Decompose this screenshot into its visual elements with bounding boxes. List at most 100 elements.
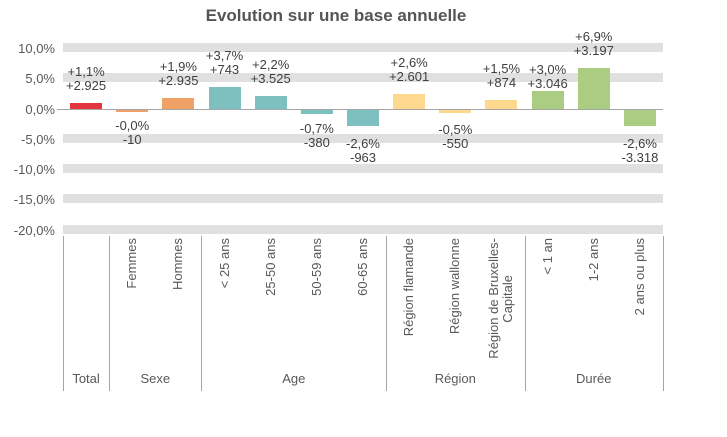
abs-label: -3.318 — [621, 150, 659, 166]
grid-band — [63, 73, 663, 83]
bar-hommes — [162, 98, 195, 110]
category-label-hommes: Hommes — [170, 238, 186, 291]
pct-label: -0,5% — [438, 121, 473, 137]
y-tick-label: -20,0% — [13, 222, 55, 238]
data-label-2-ans-ou-plus: -2,6% -3.318 — [595, 137, 685, 165]
group-separator — [386, 236, 388, 391]
group-label-total: Total — [72, 371, 100, 386]
category-label-1-2-ans: 1-2 ans — [585, 238, 601, 282]
zero-axis-line — [57, 109, 663, 110]
data-label-25-ans: +3,7% +743 — [180, 49, 270, 77]
bar-60-65-ans — [347, 110, 379, 126]
group-separator — [109, 236, 111, 391]
category-label-text: 2 ans ou plus — [631, 238, 647, 316]
group-separator — [63, 236, 64, 391]
abs-label: -550 — [442, 135, 469, 151]
abs-label: +743 — [209, 62, 240, 78]
y-tick-label: -15,0% — [13, 192, 55, 208]
category-label-1-an: < 1 an — [539, 238, 555, 275]
data-label-total: +1,1% +2.925 — [41, 63, 131, 93]
category-label-text: < 1 an — [539, 238, 555, 275]
abs-label: -10 — [122, 132, 142, 147]
bar-25-50-ans — [254, 96, 287, 110]
pct-label: -0,7% — [299, 120, 334, 136]
grid-band — [63, 133, 663, 143]
data-label-50-59-ans: -0,7% -380 — [272, 120, 362, 150]
pct-label: +1,5% — [482, 61, 521, 77]
category-label-text: Région flamande — [401, 238, 417, 337]
abs-label: +2.601 — [389, 68, 430, 84]
pct-label: -0,0% — [115, 118, 150, 133]
pct-label: -2,6% — [346, 136, 380, 152]
pct-label: +1,9% — [159, 59, 197, 74]
category-label-text: < 25 ans — [216, 238, 232, 289]
group-label-age: Age — [282, 371, 306, 386]
bar-50-59-ans — [300, 110, 333, 115]
data-label-r-gion-flamande: +2,6% +2.601 — [364, 54, 454, 84]
chart-title: Evolution sur une base annuelle — [205, 6, 467, 25]
abs-label: +874 — [486, 75, 517, 91]
category-label-r-gion-wallonne: Région wallonne — [447, 238, 463, 335]
data-label-femmes: -0,0% -10 — [87, 119, 177, 147]
pct-label: +1,1% — [67, 63, 105, 79]
group-label-dur-e: Durée — [576, 371, 612, 386]
group-label-sexe: Sexe — [140, 371, 171, 386]
pct-label: +2,2% — [252, 57, 290, 73]
abs-label: -963 — [349, 150, 377, 166]
bar-r-gion-de-bruxelles-capitale — [485, 100, 518, 110]
data-label-1-an: +3,0% +3.046 — [503, 63, 593, 91]
category-label-50-59-ans: 50-59 ans — [308, 238, 324, 296]
y-tick-label: 10,0% — [18, 41, 55, 56]
abs-label: +3.525 — [250, 71, 291, 87]
abs-label: -380 — [303, 134, 330, 150]
category-label-25-50-ans: 25-50 ans — [262, 238, 278, 296]
bar-total — [70, 102, 103, 110]
abs-label: +3.197 — [573, 42, 614, 58]
category-label-text: Hommes — [170, 238, 186, 291]
category-label-25-ans: < 25 ans — [216, 238, 232, 289]
data-label-hommes: +1,9% +2.935 — [133, 60, 223, 88]
category-label-text: Région de Bruxelles- Capitale — [486, 238, 516, 359]
bar-r-gion-wallonne — [439, 110, 472, 114]
abs-label: +2.935 — [158, 73, 199, 88]
data-label-r-gion-wallonne: -0,5% -550 — [410, 121, 500, 151]
abs-label: +2.925 — [66, 77, 107, 93]
data-label-1-2-ans: +6,9% +3.197 — [549, 28, 639, 58]
group-label-r-gion: Région — [434, 371, 476, 386]
grid-band — [63, 43, 663, 52]
group-separator — [663, 236, 664, 391]
category-label-text: Femmes — [124, 238, 140, 289]
data-label-60-65-ans: -2,6% -963 — [318, 137, 408, 165]
category-label-text: 25-50 ans — [262, 238, 278, 296]
category-label-text: 50-59 ans — [308, 238, 324, 296]
bar-2-ans-ou-plus — [623, 110, 656, 126]
y-tick-label: 0,0% — [25, 101, 55, 117]
group-separator — [524, 236, 526, 391]
abs-label: +3.046 — [527, 76, 568, 92]
y-tick-label: 5,0% — [25, 71, 55, 87]
pct-label: -2,6% — [622, 136, 657, 152]
pct-label: +3,7% — [205, 48, 244, 64]
grid-band — [63, 164, 663, 173]
data-label-25-50-ans: +2,2% +3.525 — [226, 58, 316, 86]
pct-label: +6,9% — [575, 28, 613, 44]
category-label-text: 60-65 ans — [355, 238, 370, 296]
grid-band — [63, 224, 663, 234]
category-label-femmes: Femmes — [124, 238, 140, 289]
bar-1-2-ans — [577, 67, 610, 110]
category-label-r-gion-de-bruxelles-capitale: Région de Bruxelles- Capitale — [486, 238, 516, 359]
grid-band — [63, 194, 663, 204]
bar-femmes — [116, 110, 149, 112]
category-label-r-gion-flamande: Région flamande — [401, 238, 417, 337]
pct-label: +2,6% — [390, 54, 428, 70]
category-label-text: 1-2 ans — [585, 238, 601, 282]
y-tick-label: -10,0% — [13, 162, 55, 177]
bar-25-ans — [208, 87, 241, 110]
data-label-r-gion-de-bruxelles-capitale: +1,5% +874 — [456, 62, 546, 90]
y-tick-label: -5,0% — [21, 131, 55, 147]
bar-r-gion-flamande — [393, 93, 426, 110]
category-label-60-65-ans: 60-65 ans — [355, 238, 370, 296]
category-label-text: Région wallonne — [447, 238, 463, 335]
